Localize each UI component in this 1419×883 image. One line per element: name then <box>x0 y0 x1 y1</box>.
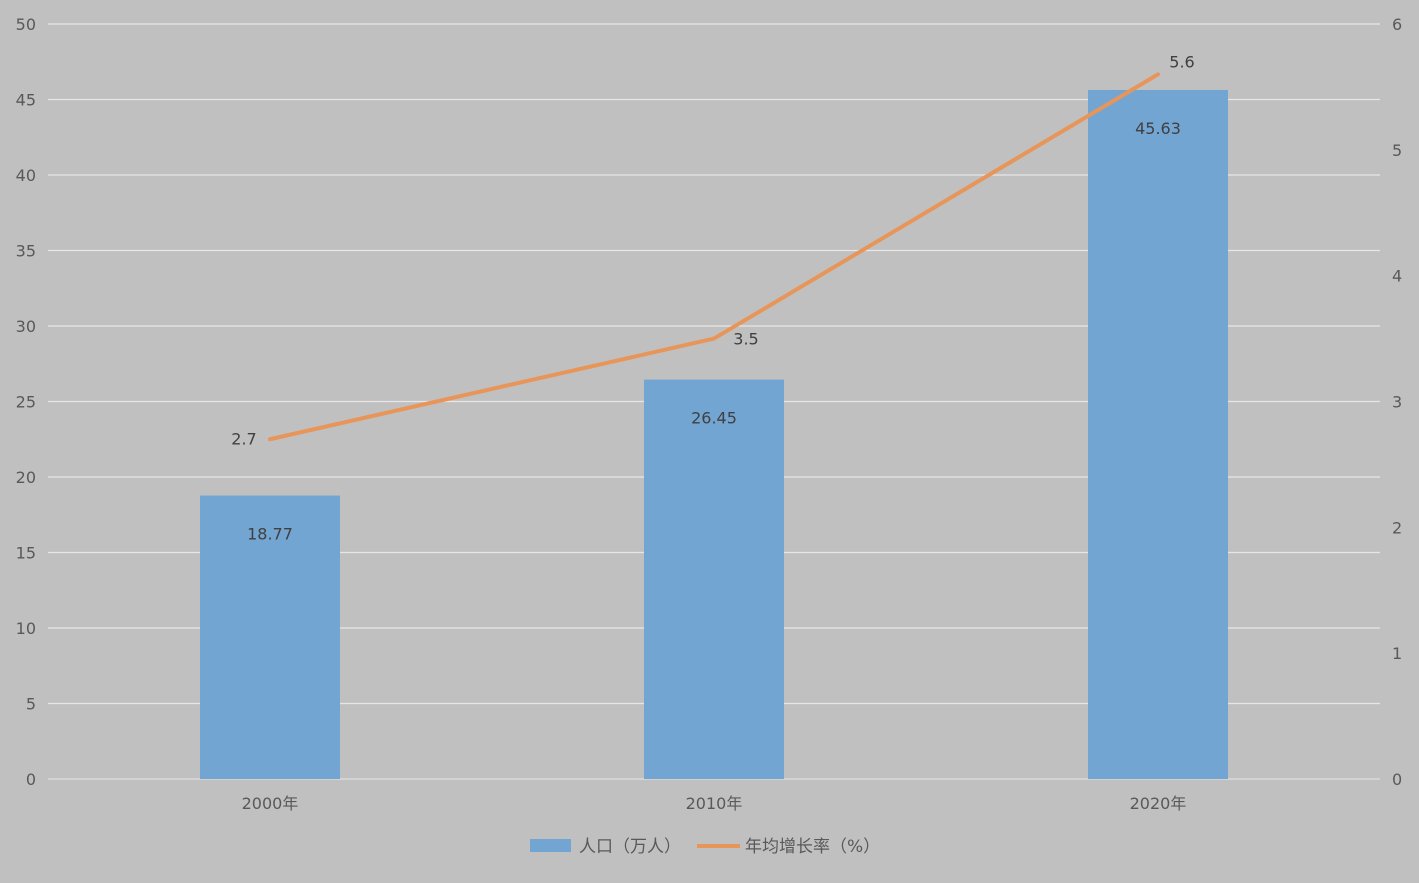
line-data-label: 3.5 <box>733 330 758 349</box>
right-tick-label: 2 <box>1392 518 1402 537</box>
bar-data-label: 18.77 <box>247 525 293 544</box>
bar-data-label: 26.45 <box>691 409 737 428</box>
right-axis-ticks: 0 1 2 3 4 5 6 <box>1392 15 1402 789</box>
left-tick-label: 25 <box>16 393 36 412</box>
right-tick-label: 1 <box>1392 644 1402 663</box>
left-tick-label: 40 <box>16 166 36 185</box>
bar-data-label: 45.63 <box>1135 119 1181 138</box>
right-tick-label: 4 <box>1392 267 1402 286</box>
legend-label-growth-rate: 年均增长率（%） <box>745 837 880 857</box>
bar-series <box>200 90 1228 779</box>
legend: 人口（万人） 年均增长率（%） <box>530 837 880 857</box>
legend-label-population: 人口（万人） <box>579 837 681 857</box>
left-tick-label: 5 <box>26 695 36 714</box>
right-tick-label: 5 <box>1392 141 1402 160</box>
bar <box>1088 90 1228 779</box>
left-tick-label: 30 <box>16 317 36 336</box>
line-data-label: 5.6 <box>1169 52 1194 71</box>
legend-swatch-population <box>530 839 571 852</box>
bar <box>644 380 784 779</box>
left-axis-ticks: 0 5 10 15 20 25 30 35 40 45 50 <box>16 15 36 789</box>
line-data-label: 2.7 <box>231 429 256 448</box>
category-axis: 2000年 2010年 2020年 <box>242 794 1187 813</box>
right-tick-label: 6 <box>1392 15 1402 34</box>
left-tick-label: 15 <box>16 544 36 563</box>
category-label: 2000年 <box>242 794 299 813</box>
left-tick-label: 20 <box>16 468 36 487</box>
right-tick-label: 0 <box>1392 770 1402 789</box>
left-tick-label: 45 <box>16 91 36 110</box>
left-tick-label: 35 <box>16 242 36 261</box>
left-tick-label: 10 <box>16 619 36 638</box>
category-label: 2010年 <box>686 794 743 813</box>
left-tick-label: 50 <box>16 15 36 34</box>
right-tick-label: 3 <box>1392 393 1402 412</box>
category-label: 2020年 <box>1130 794 1187 813</box>
left-tick-label: 0 <box>26 770 36 789</box>
